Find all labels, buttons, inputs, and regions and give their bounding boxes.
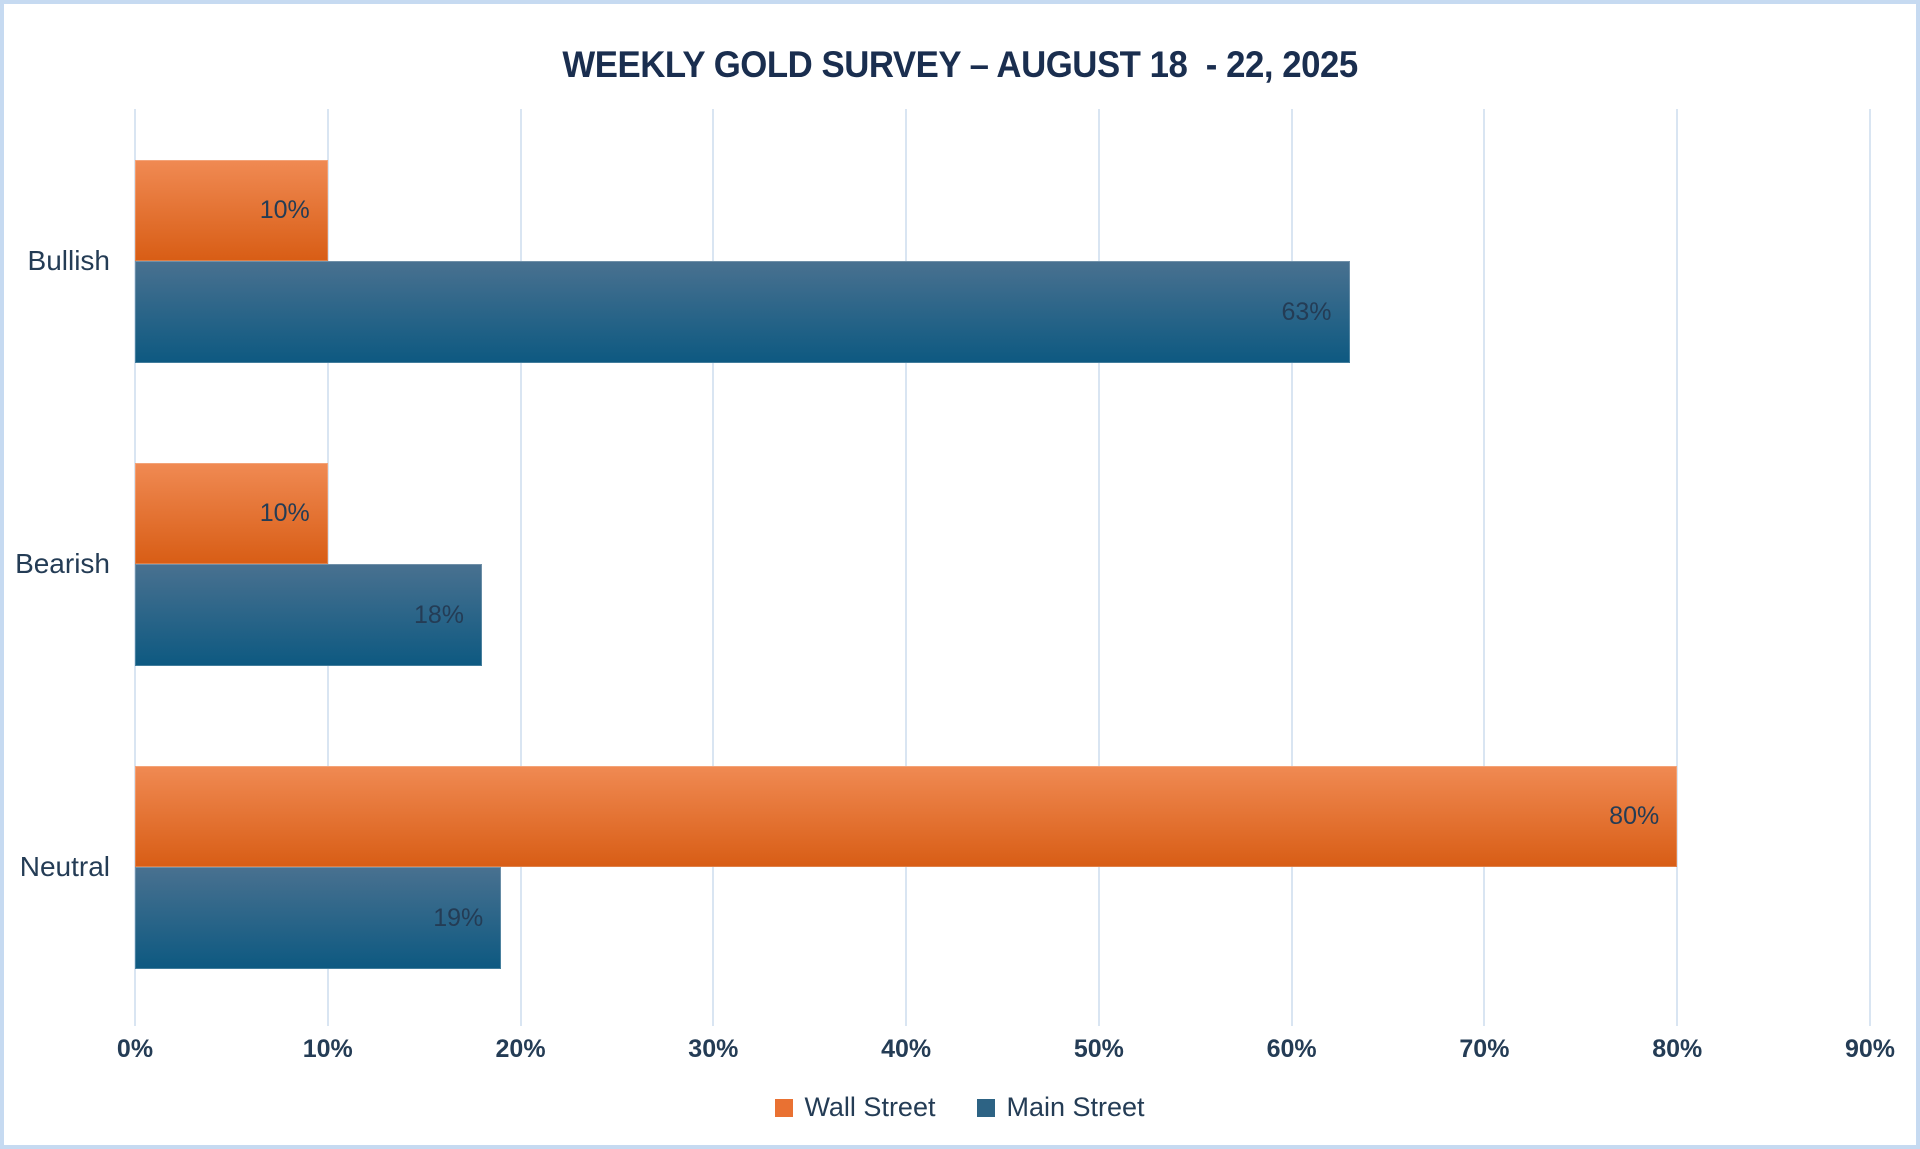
bar-wall-street: 10%	[135, 160, 328, 261]
x-tick-label: 90%	[1844, 1035, 1896, 1063]
legend-item-label: Main Street	[1006, 1092, 1145, 1122]
bar-wall-street: 80%	[135, 766, 1678, 867]
chart-title-text: WEEKLY GOLD SURVEY – AUGUST 18 - 22, 202…	[562, 44, 1358, 85]
category-label-neutral: Neutral	[19, 851, 110, 882]
bar-value-label: 10%	[259, 499, 310, 527]
bar-wall-street: 10%	[135, 463, 328, 564]
bar-main-street: 63%	[135, 261, 1350, 363]
legend-item-main-street: Main Street	[977, 1092, 1145, 1123]
category-label-bullish: Bullish	[27, 245, 110, 276]
legend-item-wall-street: Wall Street	[775, 1092, 935, 1123]
legend-swatch-main-street	[977, 1098, 996, 1117]
legend-swatch-wall-street	[775, 1098, 794, 1117]
bar-value-label: 19%	[433, 903, 484, 932]
x-tick-label: 50%	[1073, 1035, 1124, 1063]
x-tick-label: 70%	[1459, 1035, 1510, 1063]
category-label-bearish: Bearish	[15, 548, 110, 579]
x-tick-label: 0%	[116, 1035, 154, 1063]
gridline	[712, 109, 715, 1026]
gridline	[1676, 109, 1679, 1026]
x-tick-label: 20%	[495, 1035, 546, 1063]
chart-title: WEEKLY GOLD SURVEY – AUGUST 18 - 22, 202…	[4, 44, 1916, 86]
bar-main-street: 18%	[135, 564, 482, 666]
bar-main-street: 19%	[135, 867, 502, 969]
x-tick-label: 80%	[1652, 1035, 1703, 1063]
bar-value-label: 10%	[259, 196, 310, 224]
gridline	[1097, 109, 1100, 1026]
gridline	[1290, 109, 1293, 1026]
x-tick-label: 30%	[688, 1035, 739, 1063]
bar-value-label: 18%	[413, 600, 464, 629]
gridline	[519, 109, 522, 1026]
plot-area: 0% 10% 20% 30% 40% 50% 60% 70% 80% 90% 10% 63% Bulli…	[4, 4, 1916, 1145]
bar-value-label: 63%	[1281, 297, 1332, 326]
x-tick-label: 60%	[1266, 1035, 1317, 1063]
gridline	[1869, 109, 1871, 1026]
gridline	[1483, 109, 1486, 1026]
x-tick-label: 40%	[881, 1035, 932, 1063]
legend: Wall Street Main Street	[4, 1092, 1916, 1123]
x-tick-label: 10%	[302, 1035, 353, 1063]
legend-item-label: Wall Street	[804, 1092, 936, 1122]
bar-value-label: 80%	[1609, 802, 1660, 830]
gridline	[905, 109, 908, 1026]
